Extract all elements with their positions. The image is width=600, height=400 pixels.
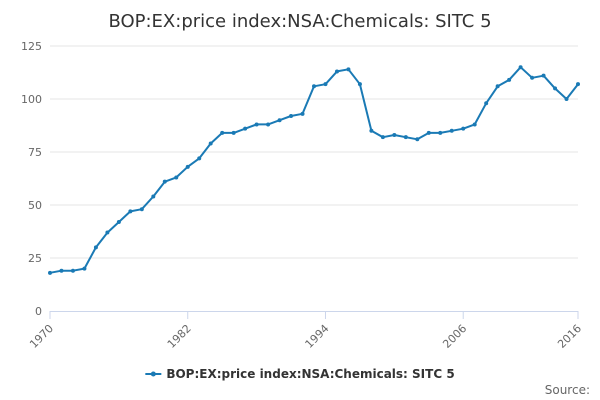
x-axis-ticks: 1970 1982 1994 2006 2016 bbox=[27, 311, 584, 351]
data-point[interactable] bbox=[415, 137, 420, 142]
data-point[interactable] bbox=[93, 245, 98, 250]
x-tick-label: 2006 bbox=[440, 322, 469, 351]
data-point[interactable] bbox=[426, 130, 431, 135]
data-point[interactable] bbox=[48, 270, 52, 275]
data-point[interactable] bbox=[553, 86, 558, 91]
data-point[interactable] bbox=[403, 135, 408, 140]
data-point[interactable] bbox=[59, 268, 64, 273]
legend-label: BOP:EX:price index:NSA:Chemicals: SITC 5 bbox=[166, 367, 454, 381]
data-point[interactable] bbox=[564, 97, 569, 101]
x-tick-label: 1982 bbox=[165, 322, 194, 351]
legend-point-marker bbox=[150, 371, 156, 377]
data-point[interactable] bbox=[82, 266, 87, 271]
y-tick-label: 125 bbox=[21, 40, 42, 53]
data-point[interactable] bbox=[484, 101, 489, 106]
data-point[interactable] bbox=[197, 156, 202, 161]
legend[interactable]: BOP:EX:price index:NSA:Chemicals: SITC 5 bbox=[145, 367, 455, 381]
data-point[interactable] bbox=[380, 135, 385, 140]
data-point[interactable] bbox=[254, 122, 259, 127]
data-point[interactable] bbox=[438, 130, 443, 135]
data-point[interactable] bbox=[472, 122, 477, 127]
x-tick-label: 1970 bbox=[27, 322, 56, 351]
data-point[interactable] bbox=[369, 128, 374, 133]
data-point[interactable] bbox=[518, 65, 523, 70]
data-point[interactable] bbox=[357, 82, 362, 87]
data-point[interactable] bbox=[243, 126, 248, 131]
series-line bbox=[49, 66, 579, 274]
data-point[interactable] bbox=[185, 164, 190, 169]
data-point[interactable] bbox=[139, 207, 144, 212]
data-point[interactable] bbox=[266, 122, 271, 127]
data-point[interactable] bbox=[208, 141, 213, 146]
data-point[interactable] bbox=[461, 126, 466, 131]
y-tick-label: 100 bbox=[21, 93, 42, 106]
source-credit: Source: bbox=[545, 383, 590, 397]
grid-lines bbox=[50, 45, 578, 259]
data-point[interactable] bbox=[449, 128, 454, 133]
data-point[interactable] bbox=[162, 179, 167, 184]
data-point[interactable] bbox=[541, 73, 546, 78]
y-tick-label: 0 bbox=[35, 305, 42, 318]
data-point[interactable] bbox=[495, 84, 500, 89]
data-point[interactable] bbox=[289, 113, 294, 118]
x-tick-label: 1994 bbox=[303, 322, 332, 351]
data-point[interactable] bbox=[116, 219, 121, 224]
x-tick-label: 2016 bbox=[555, 322, 584, 351]
data-point[interactable] bbox=[392, 133, 397, 138]
data-point[interactable] bbox=[323, 82, 328, 87]
data-point[interactable] bbox=[105, 230, 110, 235]
series-layer bbox=[48, 65, 580, 275]
data-point[interactable] bbox=[507, 77, 512, 82]
chart-title: BOP:EX:price index:NSA:Chemicals: SITC 5 bbox=[108, 11, 491, 32]
data-point[interactable] bbox=[334, 69, 339, 74]
y-axis-ticks: 0 25 50 75 100 125 bbox=[21, 40, 42, 318]
data-point[interactable] bbox=[576, 82, 580, 87]
data-point[interactable] bbox=[70, 268, 75, 273]
data-point[interactable] bbox=[128, 209, 133, 214]
data-point[interactable] bbox=[220, 130, 225, 135]
data-point[interactable] bbox=[300, 111, 305, 116]
y-tick-label: 75 bbox=[28, 146, 42, 159]
data-point[interactable] bbox=[174, 175, 179, 180]
data-point[interactable] bbox=[346, 67, 351, 72]
data-point[interactable] bbox=[530, 75, 535, 80]
y-tick-label: 25 bbox=[28, 252, 42, 265]
data-point[interactable] bbox=[277, 118, 282, 123]
data-point[interactable] bbox=[151, 194, 156, 199]
y-tick-label: 50 bbox=[28, 199, 42, 212]
data-point[interactable] bbox=[231, 130, 236, 135]
data-point[interactable] bbox=[312, 84, 316, 89]
